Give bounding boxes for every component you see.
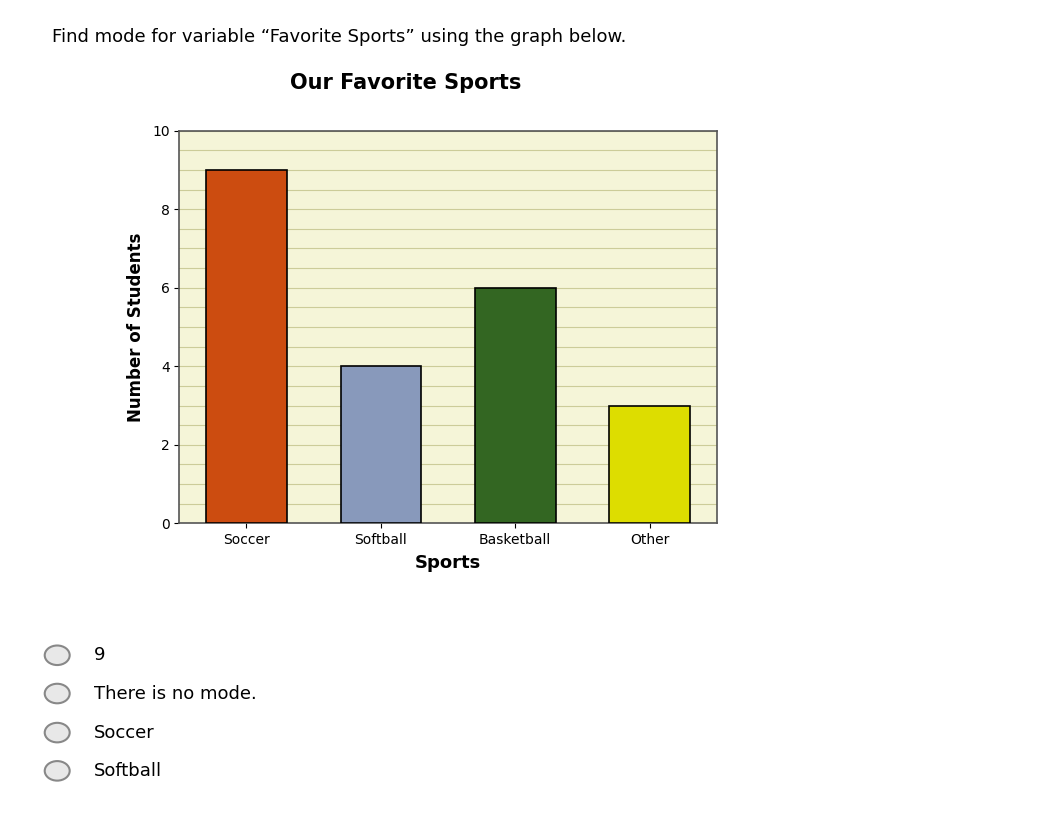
Text: Find mode for variable “Favorite Sports” using the graph below.: Find mode for variable “Favorite Sports”… (52, 28, 626, 46)
X-axis label: Sports: Sports (415, 554, 482, 572)
Bar (609, 405, 690, 523)
Text: 9: 9 (94, 646, 105, 664)
Bar (340, 366, 421, 523)
Y-axis label: Number of Students: Number of Students (127, 232, 145, 422)
Bar (475, 287, 555, 523)
Text: Our Favorite Sports: Our Favorite Sports (290, 73, 521, 94)
Text: Soccer: Soccer (94, 724, 154, 742)
Text: There is no mode.: There is no mode. (94, 685, 256, 702)
Bar (206, 170, 287, 523)
Text: Softball: Softball (94, 762, 162, 780)
